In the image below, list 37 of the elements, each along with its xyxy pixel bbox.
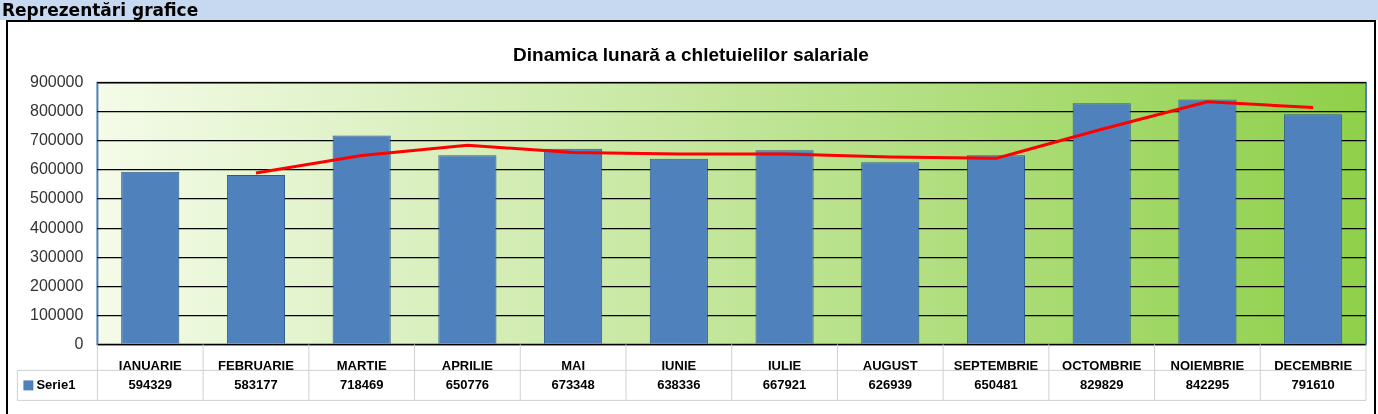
x-tick-label: OCTOMBRIE xyxy=(1062,357,1142,373)
y-tick-label: 500000 xyxy=(30,189,84,207)
data-label: 667921 xyxy=(762,376,807,392)
x-tick-label: IUNIE xyxy=(661,357,697,373)
x-tick-label: MAI xyxy=(561,357,586,373)
data-label: 650776 xyxy=(445,376,490,392)
data-label: 638336 xyxy=(657,376,701,392)
x-tick-label: MARTIE xyxy=(336,357,387,373)
y-tick-label: 0 xyxy=(74,334,84,352)
data-label: 829829 xyxy=(1080,376,1124,392)
y-tick-label: 800000 xyxy=(30,102,84,120)
data-label: 791610 xyxy=(1291,376,1335,392)
data-label: 583177 xyxy=(234,376,278,392)
x-tick-label: DECEMBRIE xyxy=(1274,357,1353,373)
data-label: 650481 xyxy=(974,376,1018,392)
y-tick-label: 400000 xyxy=(30,218,84,236)
y-tick-label: 900000 xyxy=(30,73,84,91)
y-tick-label: 100000 xyxy=(30,305,84,323)
data-label: 594329 xyxy=(128,376,172,392)
y-tick-label: 600000 xyxy=(30,160,84,178)
y-tick-label: 300000 xyxy=(30,247,84,265)
x-tick-label: APRILIE xyxy=(441,357,494,373)
text: Reprezentări grafice xyxy=(2,0,199,20)
chart-title: Dinamica lunară a chletuielilor salariale xyxy=(513,43,869,65)
data-label: 626939 xyxy=(868,376,912,392)
data-label: 842295 xyxy=(1185,376,1230,392)
data-label: 673348 xyxy=(551,376,595,392)
x-tick-label: SEPTEMBRIE xyxy=(953,357,1039,373)
x-tick-label: IULIE xyxy=(767,357,802,373)
y-tick-label: 700000 xyxy=(30,131,84,149)
x-tick-label: FEBRUARIE xyxy=(218,357,295,373)
x-tick-label: NOIEMBRIE xyxy=(1170,357,1245,373)
legend-label: Serie1 xyxy=(36,376,76,392)
x-tick-label: IANUARIE xyxy=(118,357,182,373)
data-label: 718469 xyxy=(339,376,384,392)
x-tick-label: AUGUST xyxy=(862,357,918,373)
y-tick-label: 200000 xyxy=(30,276,84,294)
